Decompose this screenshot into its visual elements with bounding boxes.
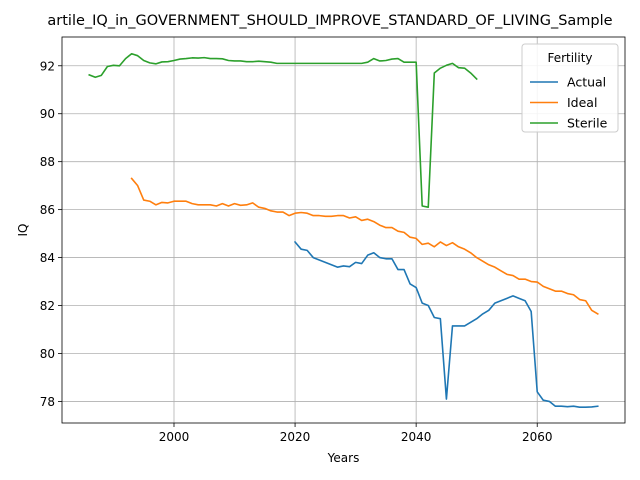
y-tick-label: 84 bbox=[40, 251, 55, 265]
y-tick-label: 80 bbox=[40, 347, 55, 361]
series-line-actual bbox=[293, 240, 599, 408]
x-tick-label: 2040 bbox=[401, 430, 432, 444]
legend-title: Fertility bbox=[547, 51, 592, 65]
legend-label-actual: Actual bbox=[567, 75, 606, 90]
chart-title: artile_IQ_in_GOVERNMENT_SHOULD_IMPROVE_S… bbox=[47, 13, 612, 29]
series-line-ideal bbox=[130, 177, 599, 316]
series-lines bbox=[88, 52, 599, 408]
y-tick-label: 90 bbox=[40, 107, 55, 121]
legend-entries: Actual Ideal Sterile bbox=[530, 75, 608, 131]
y-tick-label: 78 bbox=[40, 395, 55, 409]
y-tick-label: 86 bbox=[40, 203, 55, 217]
x-axis: 2000 2020 2040 2060 bbox=[159, 423, 553, 444]
x-tick-label: 2000 bbox=[159, 430, 190, 444]
legend-box bbox=[521, 43, 619, 133]
legend-label-sterile: Sterile bbox=[567, 116, 608, 131]
gridlines bbox=[62, 37, 625, 423]
y-tick-label: 92 bbox=[40, 59, 55, 73]
series-line-sterile bbox=[88, 52, 478, 209]
y-tick-label: 82 bbox=[40, 299, 55, 313]
x-axis-label: Years bbox=[327, 451, 360, 465]
legend: Fertility Actual Ideal Sterile bbox=[521, 43, 619, 133]
y-axis: 78 80 82 84 86 88 90 92 bbox=[40, 59, 62, 409]
x-tick-label: 2060 bbox=[522, 430, 553, 444]
legend-label-ideal: Ideal bbox=[567, 95, 597, 110]
y-tick-label: 88 bbox=[40, 155, 55, 169]
plot-frame bbox=[61, 36, 626, 424]
x-tick-label: 2020 bbox=[280, 430, 311, 444]
y-axis-label: IQ bbox=[16, 224, 30, 237]
